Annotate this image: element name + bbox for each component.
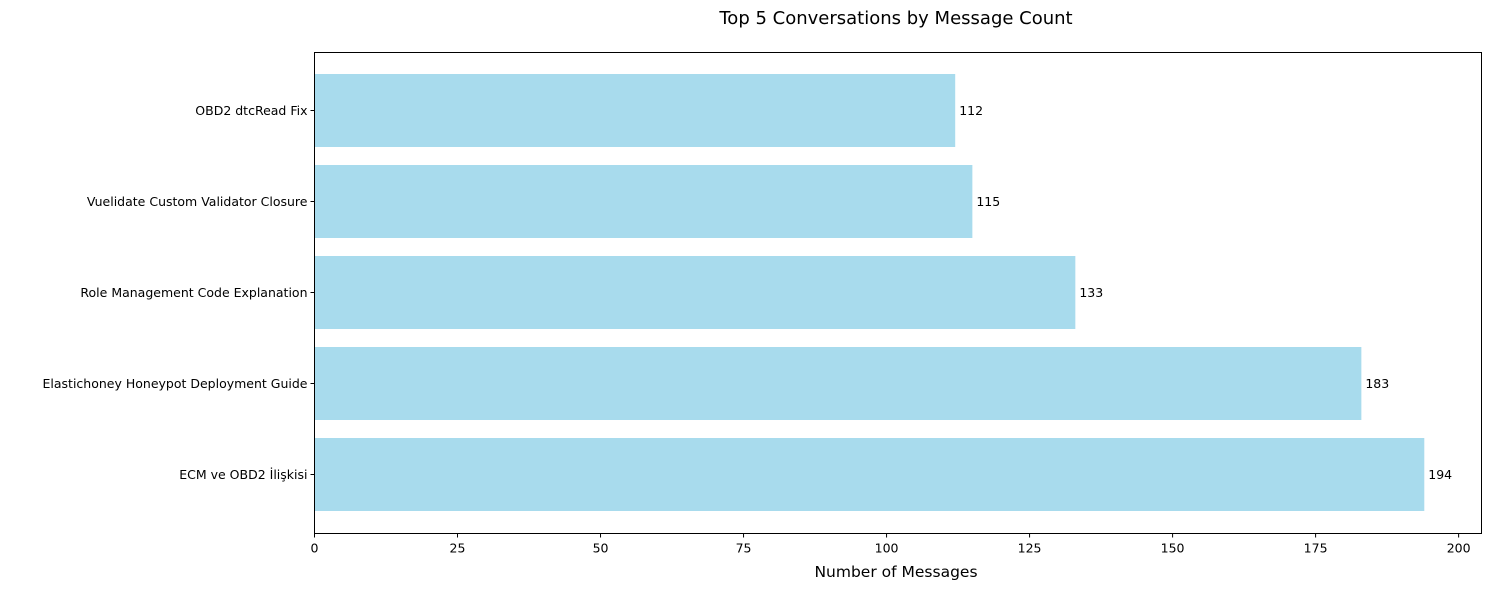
bar-value-label: 183 (1365, 376, 1389, 391)
chart-title: Top 5 Conversations by Message Count (718, 8, 1072, 29)
x-tick-label: 100 (875, 541, 899, 556)
x-tick-label: 125 (1018, 541, 1042, 556)
bar-value-label: 112 (959, 103, 983, 118)
bar-value-label: 115 (976, 194, 1000, 209)
bars-layer: 194 183 133 115 112 (314, 74, 1452, 511)
x-tick-label: 150 (1161, 541, 1185, 556)
x-tick-label: 0 (311, 541, 319, 556)
bar-value-label: 133 (1079, 285, 1103, 300)
bar (314, 165, 973, 238)
x-tick-label: 175 (1304, 541, 1328, 556)
bar (314, 438, 1425, 511)
x-tick-label: 50 (593, 541, 609, 556)
axis-layer: ECM ve OBD2 İlişkisi Elastichoney Honeypo… (43, 103, 1471, 556)
y-tick-label: Role Management Code Explanation (80, 285, 307, 300)
x-tick-label: 75 (736, 541, 752, 556)
plot-area-frame (314, 52, 1482, 534)
bar (314, 256, 1076, 329)
y-tick-label: Vuelidate Custom Validator Closure (87, 194, 308, 209)
x-tick-label: 25 (450, 541, 466, 556)
bar-value-label: 194 (1428, 467, 1452, 482)
y-tick-label: Elastichoney Honeypot Deployment Guide (43, 376, 308, 391)
x-axis-label: Number of Messages (814, 563, 977, 581)
bar (314, 74, 956, 147)
x-tick-label: 200 (1447, 541, 1471, 556)
y-tick-label: OBD2 dtcRead Fix (195, 103, 307, 118)
bar (314, 347, 1362, 420)
y-tick-label: ECM ve OBD2 İlişkisi (179, 467, 307, 482)
